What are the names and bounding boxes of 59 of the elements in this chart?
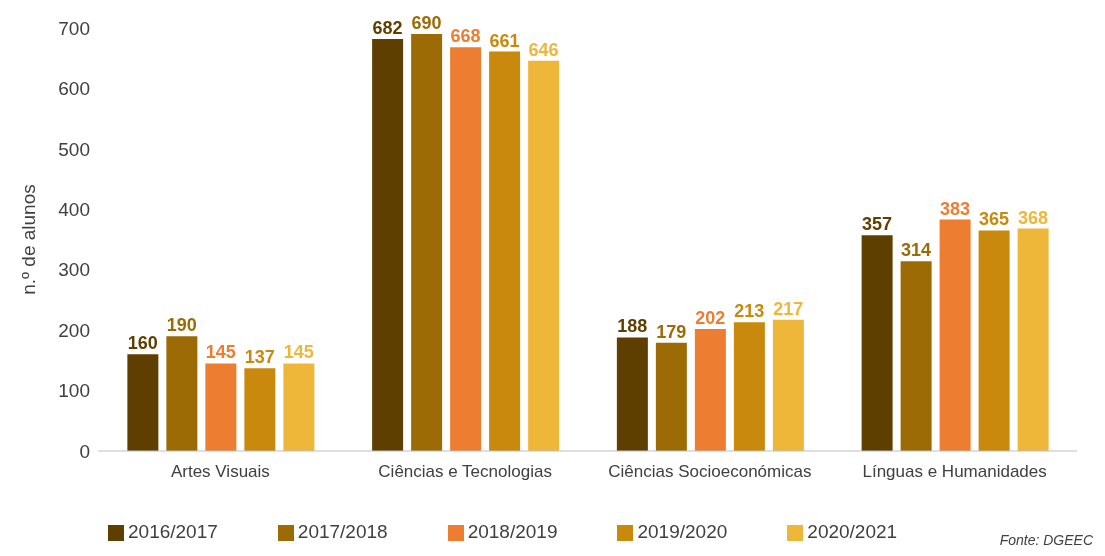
bar (205, 363, 237, 451)
data-label: 160 (127, 333, 158, 354)
bar (616, 337, 648, 451)
bar (772, 319, 804, 451)
data-label: 213 (734, 301, 765, 322)
y-tick-label: 100 (58, 380, 90, 402)
data-label: 145 (205, 342, 236, 363)
legend-label: 2017/2018 (297, 521, 388, 542)
legend-label: 2016/2017 (128, 521, 218, 542)
bar (861, 235, 893, 451)
x-tick-label: Ciências e Tecnologias (378, 462, 552, 482)
bar (694, 328, 726, 451)
y-tick-label: 0 (79, 440, 90, 462)
x-tick-label: Artes Visuais (170, 462, 270, 482)
bar (1017, 228, 1049, 451)
y-axis-title: n.º de alunos (17, 184, 39, 295)
bar (939, 219, 971, 451)
data-label: 137 (244, 347, 275, 368)
data-label: 682 (372, 17, 403, 38)
data-label: 383 (940, 198, 971, 219)
source-note: Fonte: DGEEC (999, 532, 1093, 548)
bar (283, 363, 315, 451)
bar (655, 342, 687, 451)
bar (244, 368, 276, 451)
legend-label: 2020/2021 (807, 521, 898, 542)
data-label: 314 (901, 240, 932, 261)
bar (733, 322, 765, 451)
y-tick-label: 700 (58, 17, 90, 39)
data-label: 646 (528, 39, 559, 60)
data-label: 368 (1018, 207, 1049, 228)
data-label: 690 (411, 13, 442, 34)
y-tick-label: 300 (58, 259, 90, 281)
x-tick-label: Ciências Socioeconómicas (608, 462, 812, 482)
legend-label: 2019/2020 (637, 521, 728, 542)
bar (900, 261, 932, 451)
data-label: 202 (695, 307, 726, 328)
legend-label: 2018/2019 (467, 521, 558, 542)
bar (528, 60, 560, 451)
bar (978, 230, 1010, 451)
y-tick-label: 200 (58, 319, 90, 341)
bar (372, 38, 404, 451)
y-tick-label: 500 (58, 138, 90, 160)
data-label: 188 (617, 316, 648, 337)
bar (489, 51, 521, 451)
y-tick-label: 400 (58, 199, 90, 221)
data-label: 661 (489, 30, 520, 51)
data-label: 179 (656, 321, 687, 342)
bar (166, 336, 198, 451)
data-label: 190 (166, 315, 197, 336)
data-label: 365 (979, 209, 1010, 230)
bar (450, 47, 482, 451)
data-label: 668 (450, 26, 481, 47)
data-label: 145 (283, 342, 314, 363)
data-label: 357 (862, 214, 893, 235)
y-tick-label: 600 (58, 78, 90, 100)
data-label: 217 (773, 298, 804, 319)
bar (411, 34, 443, 451)
x-tick-label: Línguas e Humanidades (862, 462, 1047, 482)
bar (127, 354, 159, 451)
